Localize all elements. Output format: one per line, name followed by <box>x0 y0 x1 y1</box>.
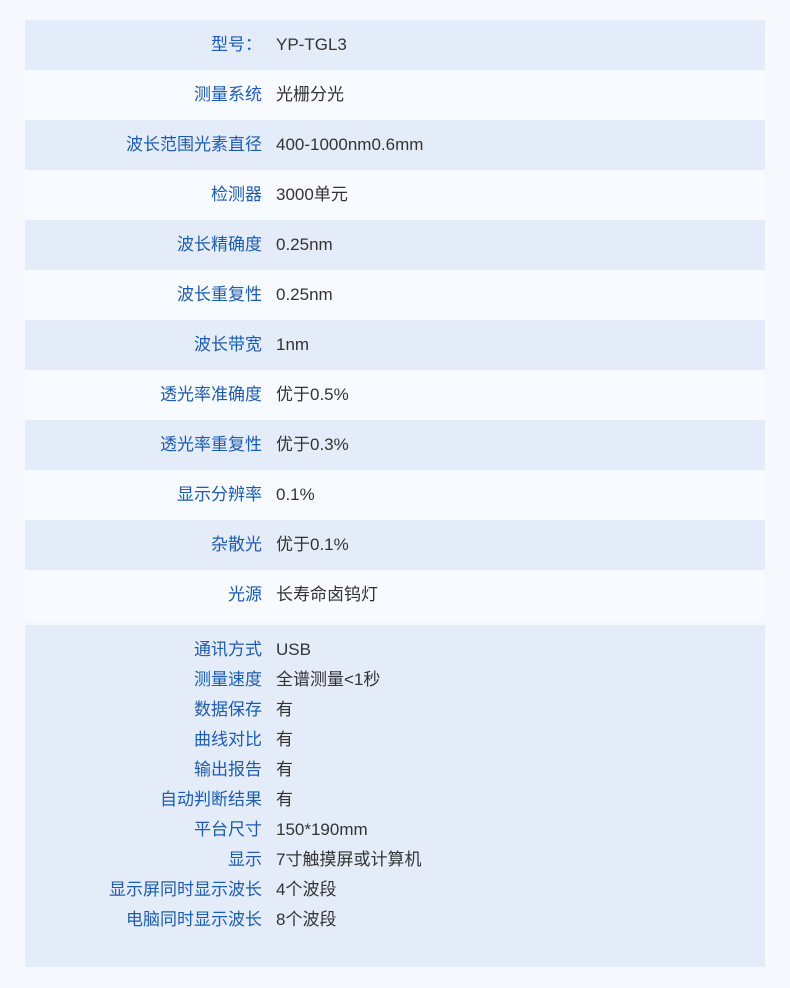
spec-value: 优于0.3% <box>276 434 349 454</box>
spec-label: 显示屏同时显示波长 <box>109 879 262 899</box>
spec-label: 曲线对比 <box>194 729 262 749</box>
spec-value: 全谱测量<1秒 <box>276 669 381 689</box>
table-row: 型号： YP-TGL3 <box>25 20 765 70</box>
spec-value: 7寸触摸屏或计算机 <box>276 849 422 869</box>
table-row: 杂散光 优于0.1% <box>25 520 765 570</box>
spec-value: 400-1000nm0.6mm <box>276 134 424 154</box>
spec-label: 波长精确度 <box>177 234 262 254</box>
table-row: 波长精确度 0.25nm <box>25 220 765 270</box>
spec-value: 4个波段 <box>276 879 337 899</box>
table-row: 透光率重复性 优于0.3% <box>25 420 765 470</box>
detail-spec-rows: 通讯方式 USB 测量速度 全谱测量<1秒 数据保存有曲线对比有输出报告有自动判断结果有… <box>25 635 765 935</box>
spec-value: 3000单元 <box>276 184 348 204</box>
spec-value: 优于0.1% <box>276 534 349 554</box>
spec-label: 透光率准确度 <box>160 384 262 404</box>
spec-label: 波长重复性 <box>177 284 262 304</box>
spec-value: USB <box>276 639 311 659</box>
table-row: 通讯方式 USB <box>25 635 765 665</box>
spec-label: 测量系统 <box>194 84 262 104</box>
table-row: 自动判断结果有 <box>25 785 765 815</box>
spec-value: 有 <box>276 699 293 719</box>
table-row: 检测器 3000单元 <box>25 170 765 220</box>
spec-value: 长寿命卤钨灯 <box>276 584 378 604</box>
table-row: 测量速度 全谱测量<1秒 <box>25 665 765 695</box>
table-row: 显示屏同时显示波长 4个波段 <box>25 875 765 905</box>
table-row: 曲线对比有 <box>25 725 765 755</box>
spec-label: 显示分辨率 <box>177 484 262 504</box>
spec-label: 波长带宽 <box>194 334 262 354</box>
spec-value: 0.25nm <box>276 234 333 254</box>
spec-value: YP-TGL3 <box>276 34 347 54</box>
spec-label: 自动判断结果 <box>160 789 262 809</box>
table-row: 电脑同时显示波长 8个波段 <box>25 905 765 935</box>
table-row: 平台尺寸 150*190mm <box>25 815 765 845</box>
spec-label: 输出报告 <box>194 759 262 779</box>
spec-value: 8个波段 <box>276 909 337 929</box>
table-row: 显示 7寸触摸屏或计算机 <box>25 845 765 875</box>
spec-value: 150*190mm <box>276 819 368 839</box>
table-row: 显示分辨率 0.1% <box>25 470 765 520</box>
table-row: 透光率准确度 优于0.5% <box>25 370 765 420</box>
spec-label: 通讯方式 <box>194 639 262 659</box>
spec-label: 型号： <box>211 34 262 54</box>
table-row: 波长范围光素直径 400-1000nm0.6mm <box>25 120 765 170</box>
spec-label: 检测器 <box>211 184 262 204</box>
spec-value: 有 <box>276 729 293 749</box>
spec-value: 0.25nm <box>276 284 333 304</box>
table-row: 数据保存有 <box>25 695 765 725</box>
specification-table: 型号： YP-TGL3 测量系统 光栅分光波长范围光素直径 400-1000nm0.6m… <box>25 20 765 967</box>
spec-value: 0.1% <box>276 484 315 504</box>
table-row: 光源 长寿命卤钨灯 <box>25 570 765 620</box>
spec-value: 有 <box>276 789 293 809</box>
spec-label: 杂散光 <box>211 534 262 554</box>
spec-value: 光栅分光 <box>276 84 344 104</box>
table-row: 输出报告有 <box>25 755 765 785</box>
table-row: 测量系统 光栅分光 <box>25 70 765 120</box>
spec-label: 平台尺寸 <box>194 819 262 839</box>
spec-value: 1nm <box>276 334 310 354</box>
main-spec-rows: 型号： YP-TGL3 测量系统 光栅分光波长范围光素直径 400-1000nm0.6m… <box>25 20 765 620</box>
spec-label: 电脑同时显示波长 <box>126 909 262 929</box>
spec-label: 显示 <box>228 849 262 869</box>
spec-value: 优于0.5% <box>276 384 349 404</box>
spec-label: 数据保存 <box>194 699 262 719</box>
spec-label: 透光率重复性 <box>160 434 262 454</box>
spec-label: 光源 <box>228 584 262 604</box>
spec-label: 测量速度 <box>194 669 262 689</box>
table-row: 波长重复性 0.25nm <box>25 270 765 320</box>
table-row: 波长带宽 1nm <box>25 320 765 370</box>
spec-label: 波长范围光素直径 <box>126 134 262 154</box>
detail-spec-block: 通讯方式 USB 测量速度 全谱测量<1秒 数据保存有曲线对比有输出报告有自动判断结果有… <box>25 625 765 967</box>
spec-value: 有 <box>276 759 293 779</box>
